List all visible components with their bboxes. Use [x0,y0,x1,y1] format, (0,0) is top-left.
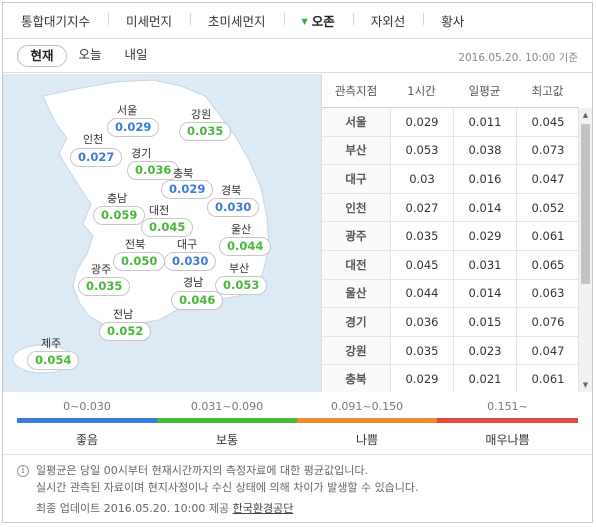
provider-link[interactable]: 한국환경공단 [232,502,294,515]
legend-range: 0.091~0.150 [330,400,404,413]
timestamp: 2016.05.20. 10:00 기준 [458,52,578,64]
map-label-busan: 부산 [229,262,250,275]
map-value-ulsan[interactable]: 0.044 [219,237,272,256]
legend-bad: 0.091~0.150 나쁨 [297,399,437,448]
map-label-gwangju: 광주 [91,263,112,276]
legend-range: 0.151~ [487,400,528,413]
legend-good: 0~0.030 좋음 [17,399,157,448]
map-value-chungbuk[interactable]: 0.029 [161,180,214,199]
legend-bar [297,418,437,423]
station-table: 관측지점 1시간 일평균 최고값 서울 0.029 0.011 0.045 부산 0.0… [321,74,592,392]
table-row: 충북 0.029 0.021 0.061 [322,365,579,392]
table-body: 서울 0.029 0.011 0.045 부산 0.053 0.038 0.073 대구 0.… [322,108,579,392]
map-value-jeonnam[interactable]: 0.052 [99,322,152,341]
legend-range: 0~0.030 [63,400,111,413]
legend-normal: 0.031~0.090 보통 [157,399,297,448]
tab-today[interactable]: 오늘 [78,47,102,62]
legend-label: 보통 [215,433,239,447]
legend-bar [157,418,297,423]
notice-line-2: 실시간 관측된 자료이며 현지사정이나 수신 상태에 의해 차이가 발생할 수 … [36,480,419,494]
table-row: 대전 0.045 0.031 0.065 [322,250,579,280]
notice-line-1: 일평균은 당일 00시부터 현재시간까지의 측정자료에 대한 평균값입니다. [36,464,368,477]
table-header: 관측지점 1시간 일평균 최고값 [322,74,579,108]
map-label-gyeongbuk: 경북 [221,184,242,197]
tab-uv[interactable]: 자외선 [352,11,424,30]
level-legend: 0~0.030 좋음 0.031~0.090 보통 0.091~0.150 나쁨… [17,399,578,455]
map-label-daegu: 대구 [177,238,198,251]
map-label-daejeon: 대전 [149,204,170,217]
legend-bar [437,418,578,423]
table-scrollbar[interactable]: ▲ ▼ [578,108,592,392]
legend-range: 0.031~0.090 [190,400,264,413]
header-max: 최고값 [531,83,564,98]
map-label-seoul: 서울 [117,104,138,117]
map-label-jeonbuk: 전북 [125,238,146,251]
map-label-chungnam: 충남 [107,192,128,205]
notice: i 일평균은 당일 00시부터 현재시간까지의 측정자료에 대한 평균값입니다.… [17,463,582,518]
map-value-gangwon[interactable]: 0.035 [179,122,232,141]
map-value-jeju[interactable]: 0.054 [27,351,80,370]
map-label-ulsan: 울산 [231,223,252,236]
tab-fine-dust[interactable]: 미세먼지 [108,11,190,30]
legend-bar [17,418,157,423]
table-row: 대구 0.03 0.016 0.047 [322,165,579,194]
table-row: 울산 0.044 0.014 0.063 [322,279,579,309]
tab-yellow-dust[interactable]: 황사 [423,11,482,30]
map-value-jeonbuk[interactable]: 0.050 [113,252,166,271]
category-tabs: 통합대기지수 미세먼지 초미세먼지 ▼ 오존 자외선 황사 [3,3,592,39]
map-value-gyeongnam[interactable]: 0.046 [171,291,224,310]
map-value-daegu[interactable]: 0.030 [164,252,217,271]
map-label-gyeonggi: 경기 [131,147,152,160]
map-label-jeonnam: 전남 [113,308,134,321]
tab-integrated-index[interactable]: 통합대기지수 [21,14,91,29]
map-value-chungnam[interactable]: 0.059 [93,206,146,225]
legend-label: 좋음 [75,433,99,447]
table-row: 강원 0.035 0.023 0.047 [322,336,579,366]
info-icon: i [17,465,29,477]
tab-ozone[interactable]: ▼ 오존 [283,11,353,30]
map-label-gangwon: 강원 [191,108,212,121]
map-value-gyeongbuk[interactable]: 0.030 [207,198,260,217]
table-row: 부산 0.053 0.038 0.073 [322,136,579,166]
tab-tomorrow[interactable]: 내일 [124,47,148,62]
update-info: 최종 업데이트 2016.05.20. 10:00 제공 한국환경공단 [36,502,294,515]
map-label-gyeongnam: 경남 [183,276,204,289]
tab-now[interactable]: 현재 [17,45,67,67]
legend-very-bad: 0.151~ 매우나쁨 [437,399,578,448]
scroll-up-icon[interactable]: ▲ [582,111,589,119]
tab-ultrafine-dust[interactable]: 초미세먼지 [190,11,284,30]
table-row: 인천 0.027 0.014 0.052 [322,193,579,223]
header-1hour: 1시간 [407,83,436,98]
header-station: 관측지점 [334,83,378,98]
legend-label: 나쁨 [355,433,379,447]
time-tabs: 현재 오늘 내일 2016.05.20. 10:00 기준 [3,40,592,73]
selected-triangle-icon: ▼ [301,17,308,26]
legend-label: 매우나쁨 [485,433,530,447]
divider [3,454,592,455]
map-label-chungbuk: 충북 [173,167,194,180]
table-row: 경기 0.036 0.015 0.076 [322,308,579,337]
map-value-gwangju[interactable]: 0.035 [78,277,131,296]
map-value-incheon[interactable]: 0.027 [70,148,123,167]
map-value-busan[interactable]: 0.053 [215,276,268,295]
map-label-jeju: 제주 [41,337,62,350]
table-row: 광주 0.035 0.029 0.061 [322,222,579,251]
table-row: 서울 0.029 0.011 0.045 [322,108,579,137]
map-label-incheon: 인천 [83,133,104,146]
map-value-seoul[interactable]: 0.029 [107,118,160,137]
header-daily-avg: 일평균 [468,83,501,98]
scroll-thumb[interactable] [581,124,590,284]
map-value-gyeonggi[interactable]: 0.036 [127,161,180,180]
map-value-daejeon[interactable]: 0.045 [141,218,194,237]
korea-map: 서울 0.029 강원 0.035 인천 0.027 경기 0.036 충북 0… [3,74,321,392]
scroll-down-icon[interactable]: ▼ [582,381,589,389]
